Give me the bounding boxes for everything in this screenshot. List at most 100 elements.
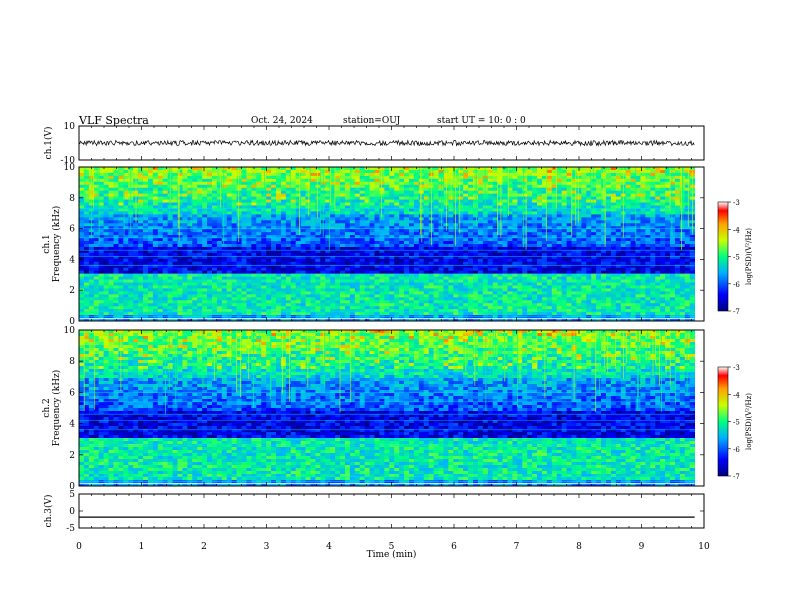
spectrogram-cell [615, 258, 622, 263]
spectrogram-cell [655, 246, 661, 251]
spectrogram-cell [133, 229, 139, 233]
spectrogram-cell [541, 178, 548, 183]
spectrogram-cell [576, 199, 582, 203]
spectrogram-cell [251, 190, 257, 195]
spectrogram-cell [571, 184, 577, 189]
spectrogram-cell [591, 282, 597, 286]
spectrogram-cell [522, 244, 528, 248]
spectrogram-cell [354, 205, 361, 209]
spectrogram-cell [413, 270, 420, 275]
spectrogram-cell [98, 282, 105, 286]
spectrogram-cell [305, 241, 311, 245]
spectrogram-cell [487, 196, 494, 200]
spectrogram-cell [187, 258, 193, 263]
spectrogram-cell [147, 226, 154, 230]
spectrogram-cell [418, 255, 425, 260]
spectrogram-cell [433, 267, 439, 272]
spectrogram-cell [162, 211, 169, 215]
spectrogram-cell [276, 190, 282, 195]
spectrogram-cell [290, 217, 297, 221]
spectrogram-cell [670, 220, 676, 224]
spectrogram-cell [369, 235, 375, 239]
spectrogram-cell [359, 238, 366, 242]
spectrogram-cell [315, 220, 321, 224]
spectrogram-cell [389, 232, 395, 236]
spectrogram-cell [152, 184, 159, 189]
spectrogram-cell [591, 249, 597, 254]
spectrogram-cell [349, 261, 356, 266]
spectrogram-cell [202, 226, 208, 230]
spectrogram-cell [305, 273, 311, 277]
spectrogram-cell [211, 264, 218, 269]
spectrogram-cell [689, 270, 696, 275]
spectrogram-cell [492, 167, 499, 171]
spectrogram-cell [665, 190, 671, 195]
spectrogram-cell [512, 211, 518, 215]
spectrogram-cell [335, 217, 341, 221]
spectrogram-cell [413, 238, 420, 242]
spectrogram-cell [315, 244, 321, 248]
spectrogram-cell [468, 238, 474, 242]
spectrogram-cell [246, 267, 252, 272]
spectrogram-cell [453, 255, 459, 260]
spectrogram-cell [512, 232, 518, 236]
spectrogram-cell [556, 282, 563, 286]
spectrogram-cell [118, 181, 124, 186]
spectrogram-cell [571, 235, 577, 239]
spectrogram-cell [477, 232, 484, 236]
spectrogram-cell [522, 167, 528, 171]
spectrogram-cell [605, 238, 612, 242]
spectrogram-cell [359, 255, 366, 260]
spectrogram-cell [344, 208, 351, 212]
spectrogram-cell [615, 178, 622, 183]
spectrogram-cell [182, 238, 188, 242]
spectrogram-cell [404, 184, 410, 189]
spectrogram-cell [522, 223, 528, 227]
spectrogram-cell [374, 232, 380, 236]
spectrogram-cell [147, 235, 154, 239]
spectrogram-cell [310, 211, 316, 215]
spectrogram-cell [566, 282, 572, 286]
spectrogram-cell [571, 172, 577, 177]
spectrogram-cell [620, 258, 627, 263]
spectrogram-cell [561, 252, 567, 257]
spectrogram-cell [364, 276, 370, 280]
spectrogram-cell [236, 175, 242, 180]
spectrogram-cell [625, 214, 631, 218]
spectrogram-cell [408, 246, 415, 251]
spectrogram-cell [674, 208, 681, 212]
spectrogram-cell [266, 264, 272, 269]
spectrogram-cell [335, 187, 341, 192]
spectrogram-cell [231, 223, 237, 227]
spectrogram-cell [261, 202, 267, 206]
spectrogram-cell [295, 169, 302, 174]
spectrogram-cell [241, 238, 247, 242]
spectrogram-cell [433, 238, 439, 242]
spectrogram-cell [83, 214, 90, 218]
spectrogram-cell [551, 175, 558, 180]
spectrogram-cell [468, 172, 474, 177]
spectrogram-cell [280, 246, 287, 251]
spectrogram-cell [630, 169, 636, 174]
spectrogram-cell [118, 241, 124, 245]
spectrogram-cell [310, 241, 316, 245]
spectrogram-cell [152, 258, 159, 263]
spectrogram-cell [177, 246, 183, 251]
spectrogram-cell [202, 270, 208, 275]
spectrogram-cell [128, 241, 134, 245]
spectrogram-cell [576, 187, 582, 192]
spectrogram-cell [660, 167, 666, 171]
spectrogram-cell [541, 187, 548, 192]
spectrogram-cell [546, 220, 553, 224]
spectrogram-cell [187, 208, 193, 212]
spectrogram-cell [138, 270, 144, 275]
spectrogram-cell [532, 217, 538, 221]
spectrogram-cell [576, 235, 582, 239]
spectrogram-cell [271, 217, 277, 221]
spectrogram-cell [630, 175, 636, 180]
spectrogram-cell [468, 202, 474, 206]
spectrogram-cell [635, 246, 641, 251]
spectrogram-cell [192, 178, 198, 183]
spectrogram-cell [581, 241, 587, 245]
spectrogram-cell [670, 190, 676, 195]
